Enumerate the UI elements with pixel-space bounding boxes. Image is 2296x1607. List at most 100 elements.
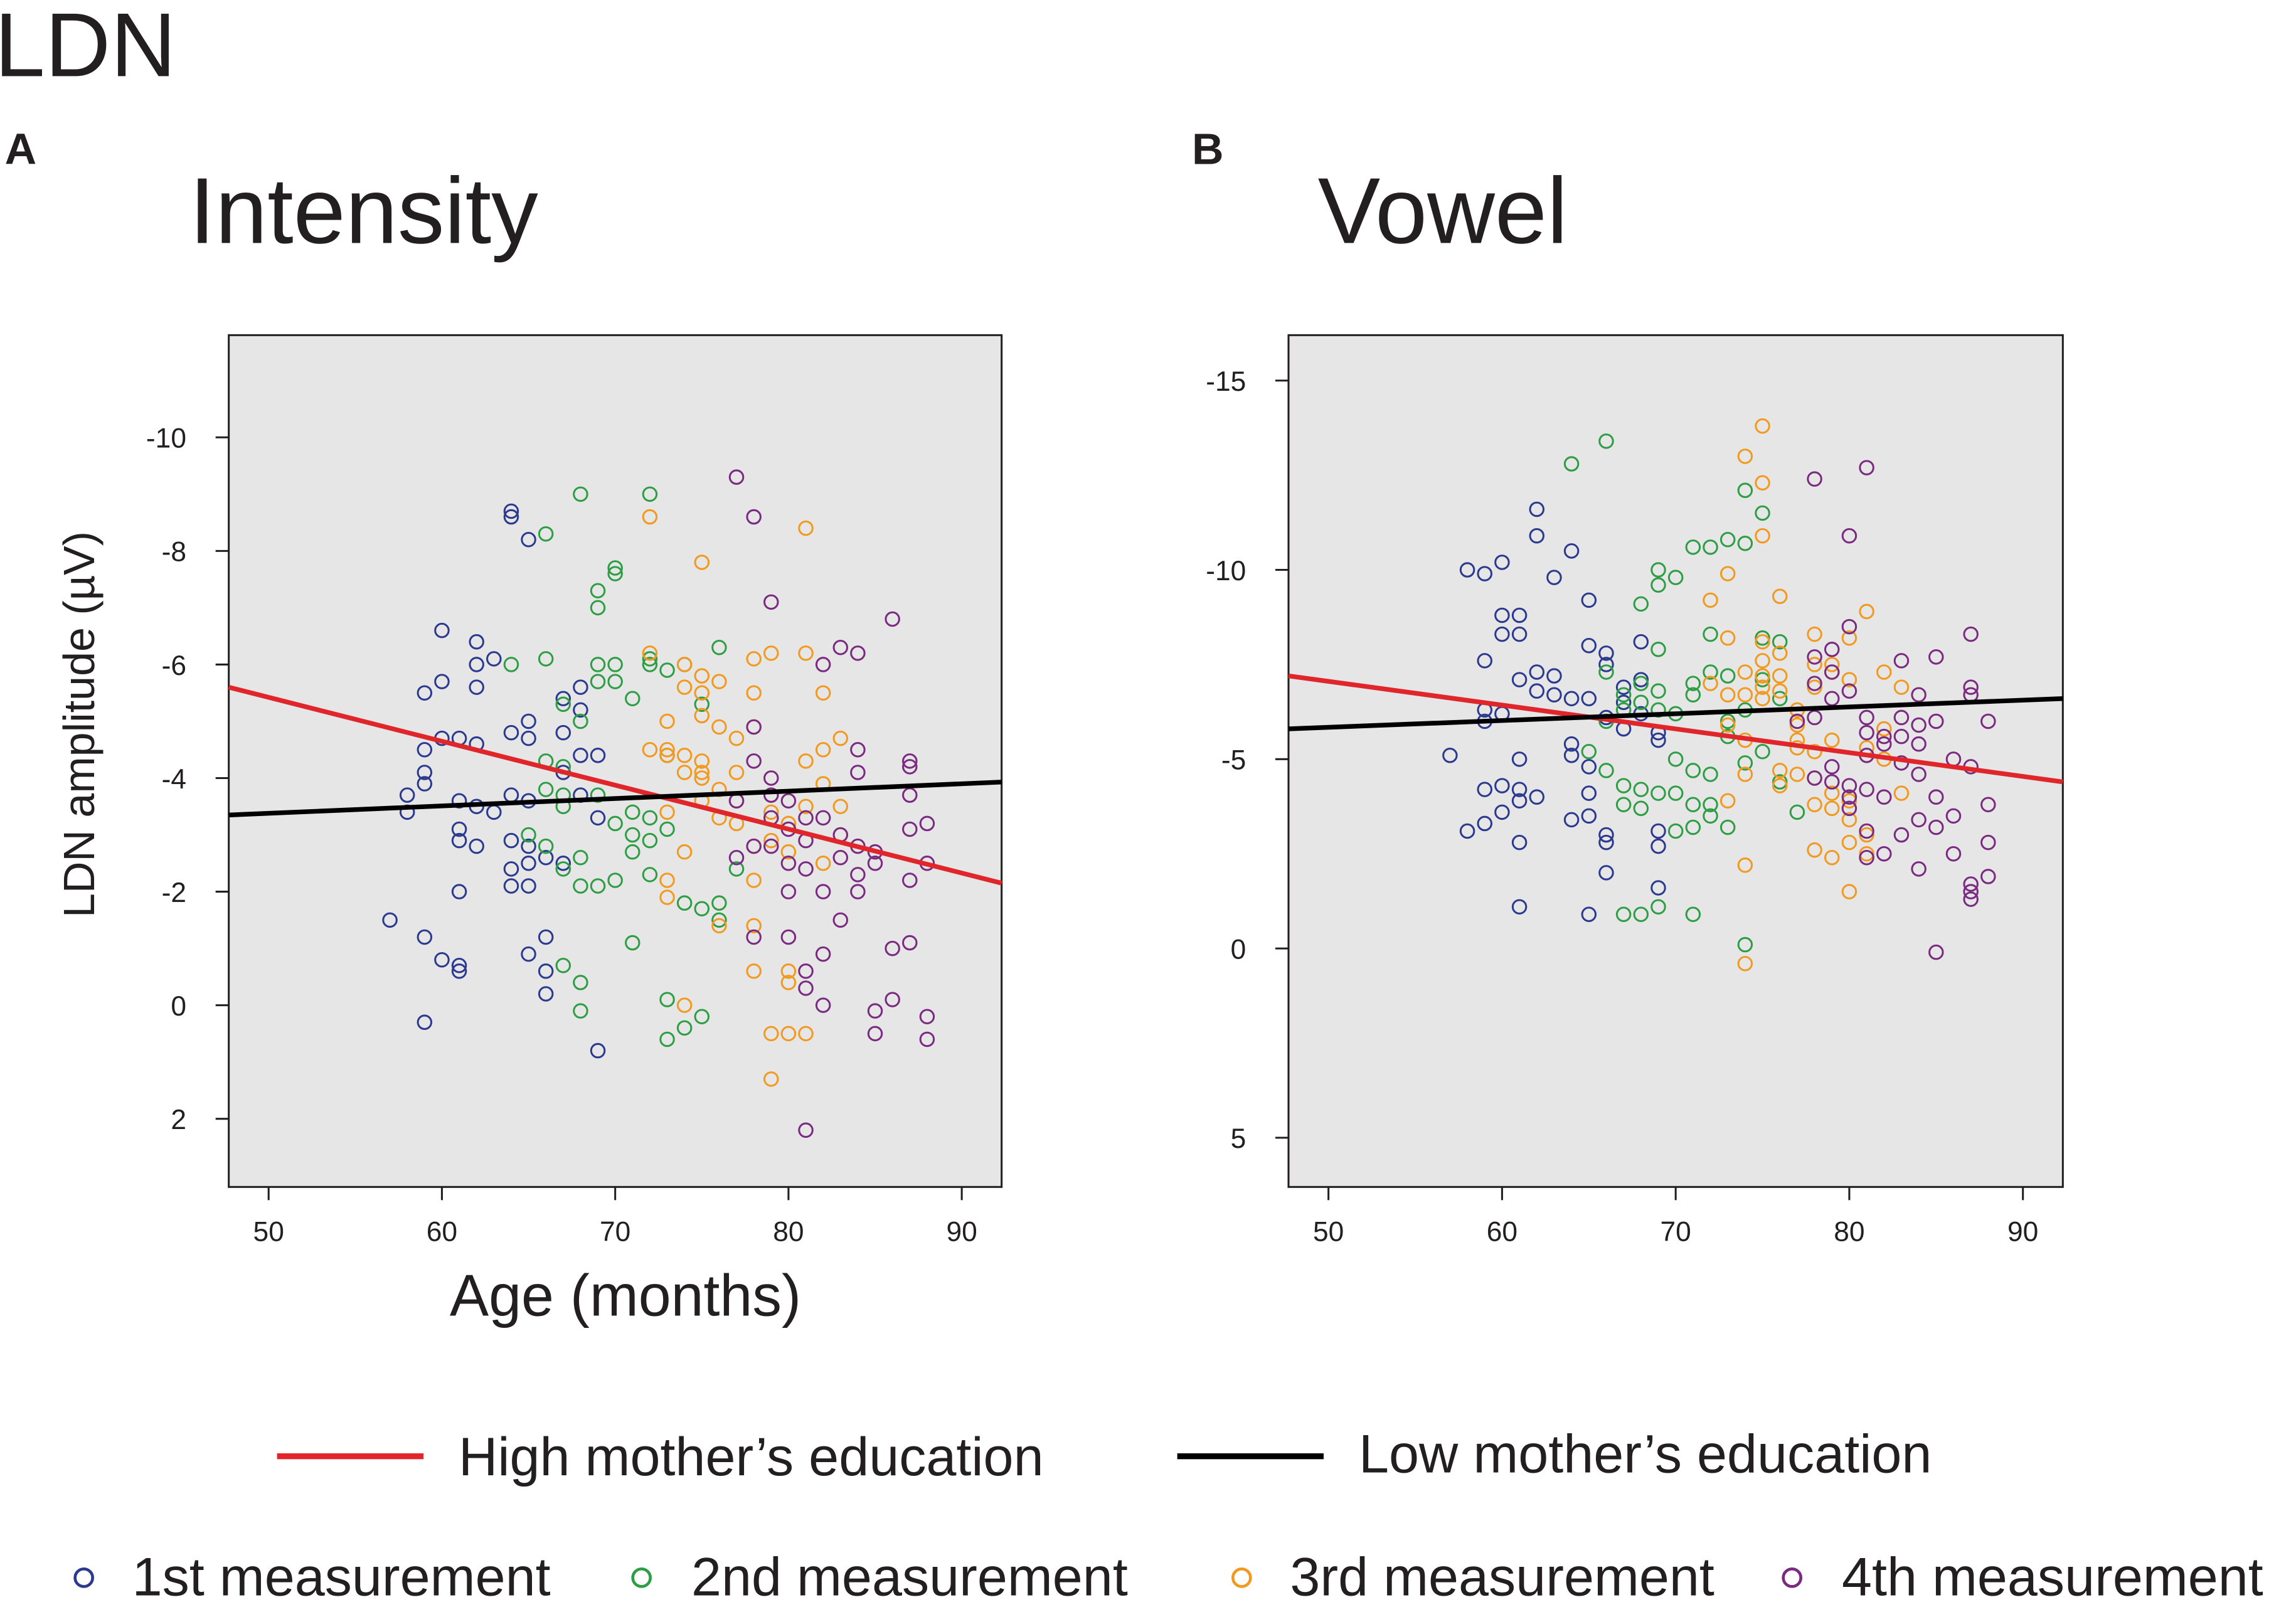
data-point-1st bbox=[1563, 736, 1580, 752]
data-point-1st bbox=[538, 986, 554, 1002]
data-point-1st bbox=[1650, 838, 1666, 854]
data-point-1st bbox=[573, 748, 588, 763]
panel-a-x-axis-label: Age (months) bbox=[450, 1263, 801, 1329]
data-point-4th bbox=[1911, 717, 1927, 733]
data-point-2nd bbox=[590, 583, 606, 598]
data-point-2nd bbox=[625, 691, 640, 706]
data-point-4th bbox=[780, 793, 797, 809]
data-point-1st bbox=[451, 963, 467, 979]
data-point-3rd bbox=[1737, 766, 1753, 782]
data-point-3rd bbox=[1737, 955, 1753, 972]
data-point-4th bbox=[1824, 642, 1840, 657]
data-point-2nd bbox=[1703, 766, 1718, 782]
data-point-4th bbox=[902, 872, 918, 888]
data-point-2nd bbox=[1703, 539, 1718, 555]
data-point-4th bbox=[815, 810, 831, 826]
data-point-2nd bbox=[694, 1009, 710, 1024]
data-point-1st bbox=[503, 878, 519, 894]
data-point-1st bbox=[1511, 607, 1528, 623]
data-point-4th bbox=[798, 810, 814, 826]
data-point-4th bbox=[885, 940, 900, 957]
data-point-1st bbox=[1615, 679, 1632, 695]
data-point-3rd bbox=[1807, 842, 1822, 858]
panel-a-fit-lines bbox=[228, 685, 1002, 886]
panel-a-y-axis-label: LDN amplitude (µV) bbox=[55, 531, 104, 918]
data-point-3rd bbox=[1772, 778, 1788, 793]
data-point-4th bbox=[919, 815, 935, 832]
data-point-2nd bbox=[573, 1003, 588, 1019]
data-point-2nd bbox=[1650, 683, 1666, 699]
data-point-2nd bbox=[1703, 664, 1718, 680]
data-point-2nd bbox=[1615, 797, 1632, 812]
data-point-4th bbox=[1963, 876, 1979, 892]
data-point-4th bbox=[850, 884, 866, 899]
data-point-3rd bbox=[1772, 683, 1788, 699]
data-point-4th bbox=[763, 594, 779, 610]
data-point-3rd bbox=[1824, 849, 1840, 866]
data-point-3rd bbox=[694, 554, 710, 570]
data-point-2nd bbox=[1598, 664, 1614, 680]
data-point-2nd bbox=[1598, 433, 1614, 449]
data-point-4th bbox=[1980, 869, 1996, 884]
data-point-2nd bbox=[642, 867, 658, 883]
data-point-2nd bbox=[676, 1020, 693, 1036]
data-point-4th bbox=[1893, 709, 1910, 726]
data-point-3rd bbox=[711, 719, 727, 735]
data-point-2nd bbox=[1650, 577, 1666, 593]
data-point-2nd bbox=[590, 600, 606, 616]
data-point-3rd bbox=[659, 889, 675, 905]
data-point-3rd bbox=[746, 963, 762, 979]
data-point-2nd bbox=[1598, 763, 1614, 778]
data-point-3rd bbox=[694, 770, 710, 786]
data-point-1st bbox=[417, 776, 433, 792]
data-point-1st bbox=[1581, 637, 1597, 654]
data-point-4th bbox=[902, 821, 918, 837]
data-point-1st bbox=[1529, 501, 1545, 517]
data-point-4th bbox=[1824, 664, 1840, 680]
data-point-1st bbox=[1511, 834, 1528, 851]
data-point-4th bbox=[1841, 683, 1858, 699]
data-point-2nd bbox=[1667, 751, 1684, 767]
data-point-1st bbox=[1581, 906, 1597, 923]
data-point-3rd bbox=[1824, 657, 1840, 672]
data-point-1st bbox=[590, 748, 606, 763]
data-point-2nd bbox=[573, 849, 588, 866]
panel-b-fit-lines bbox=[1288, 673, 2063, 785]
data-point-3rd bbox=[1755, 679, 1770, 695]
data-point-4th bbox=[746, 929, 762, 945]
data-point-1st bbox=[1494, 626, 1510, 642]
data-point-3rd bbox=[763, 1071, 779, 1087]
data-point-2nd bbox=[1563, 456, 1580, 472]
data-point-4th bbox=[1928, 819, 1944, 835]
data-point-1st bbox=[1581, 592, 1597, 608]
legend-2nd-measurement-label: 2nd measurement bbox=[691, 1547, 1128, 1607]
data-point-3rd bbox=[1755, 691, 1770, 706]
data-point-4th bbox=[763, 787, 779, 803]
data-point-2nd bbox=[573, 486, 588, 502]
data-point-2nd bbox=[1685, 797, 1701, 812]
legend-1st-measurement-marker bbox=[73, 1567, 95, 1588]
data-point-4th bbox=[1928, 649, 1944, 665]
data-point-1st bbox=[1511, 782, 1528, 797]
data-point-4th bbox=[1928, 713, 1944, 729]
data-point-1st bbox=[1581, 785, 1597, 801]
data-point-1st bbox=[417, 1014, 433, 1031]
data-point-1st bbox=[1598, 865, 1614, 881]
data-point-4th bbox=[763, 770, 779, 786]
data-point-3rd bbox=[1719, 793, 1736, 809]
panel-a-y-axis: -10 -8 -6 -4 -2 0 2 bbox=[146, 423, 229, 1135]
data-point-4th bbox=[780, 856, 797, 871]
data-point-1st bbox=[1442, 748, 1458, 763]
data-point-2nd bbox=[728, 861, 745, 877]
data-point-2nd bbox=[1685, 539, 1701, 555]
data-point-4th bbox=[780, 884, 797, 899]
data-point-2nd bbox=[1667, 570, 1684, 585]
data-point-3rd bbox=[1719, 717, 1736, 733]
data-point-4th bbox=[1876, 789, 1892, 805]
data-point-4th bbox=[832, 640, 849, 655]
data-point-4th bbox=[763, 838, 779, 854]
data-point-4th bbox=[1824, 759, 1840, 775]
data-point-1st bbox=[1598, 827, 1614, 843]
data-point-3rd bbox=[1807, 797, 1822, 812]
